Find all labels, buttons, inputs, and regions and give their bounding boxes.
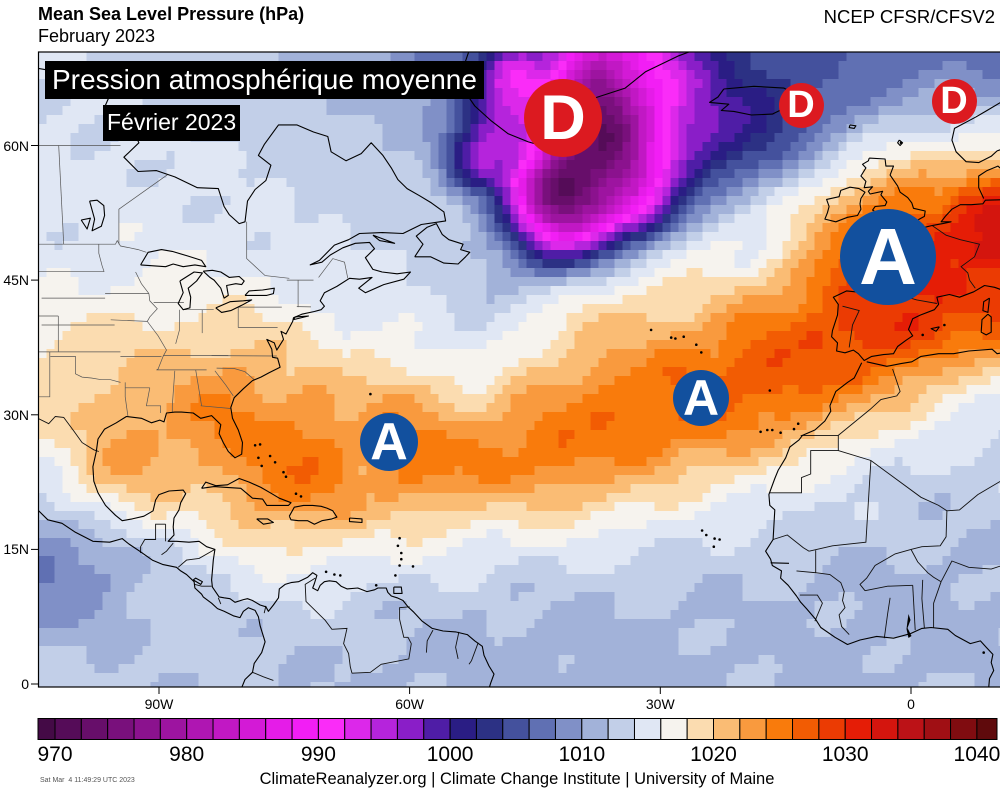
svg-text:980: 980 <box>169 743 204 766</box>
svg-text:1040: 1040 <box>954 743 1000 766</box>
svg-text:1000: 1000 <box>427 743 474 766</box>
svg-text:990: 990 <box>301 743 336 766</box>
svg-text:1030: 1030 <box>822 743 869 766</box>
svg-text:1020: 1020 <box>690 743 737 766</box>
svg-text:1010: 1010 <box>558 743 605 766</box>
svg-text:970: 970 <box>37 743 72 766</box>
